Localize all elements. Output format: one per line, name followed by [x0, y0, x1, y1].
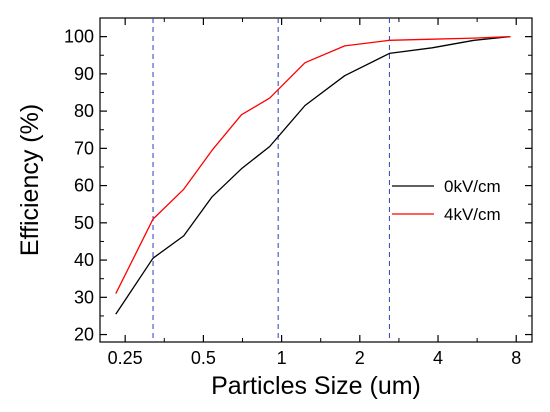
x-axis-title: Particles Size (um)	[211, 372, 421, 400]
series-lines	[115, 35, 511, 315]
legend-label-1: 4kV/cm	[444, 205, 501, 224]
y-tick-label: 30	[74, 287, 94, 307]
y-tick-label: 20	[74, 325, 94, 345]
x-tick-label: 2	[355, 348, 365, 368]
x-tick-label: 4	[433, 348, 443, 368]
y-tick-label: 60	[74, 176, 94, 196]
reference-lines	[152, 18, 390, 342]
series-line-1	[115, 35, 511, 294]
y-axis-ticks: 20 30 40 50 60 70 80 90 100	[64, 27, 532, 345]
y-tick-label: 50	[74, 213, 94, 233]
series-line-0	[115, 35, 511, 315]
y-axis-title: Efficiency (%)	[16, 104, 44, 256]
x-tick-label: 0.5	[191, 348, 216, 368]
x-axis-ticks: 0.25 0.5 1 2 4 8	[108, 18, 521, 368]
y-tick-label: 100	[64, 27, 94, 47]
y-tick-label: 90	[74, 64, 94, 84]
plot-frame	[99, 17, 533, 343]
y-tick-label: 70	[74, 138, 94, 158]
y-tick-label: 80	[74, 101, 94, 121]
x-tick-label: 1	[277, 348, 287, 368]
y-tick-label: 40	[74, 250, 94, 270]
legend: 0kV/cm 4kV/cm	[392, 177, 501, 224]
x-tick-label: 8	[511, 348, 521, 368]
legend-label-0: 0kV/cm	[444, 177, 501, 196]
x-tick-label: 0.25	[108, 348, 143, 368]
